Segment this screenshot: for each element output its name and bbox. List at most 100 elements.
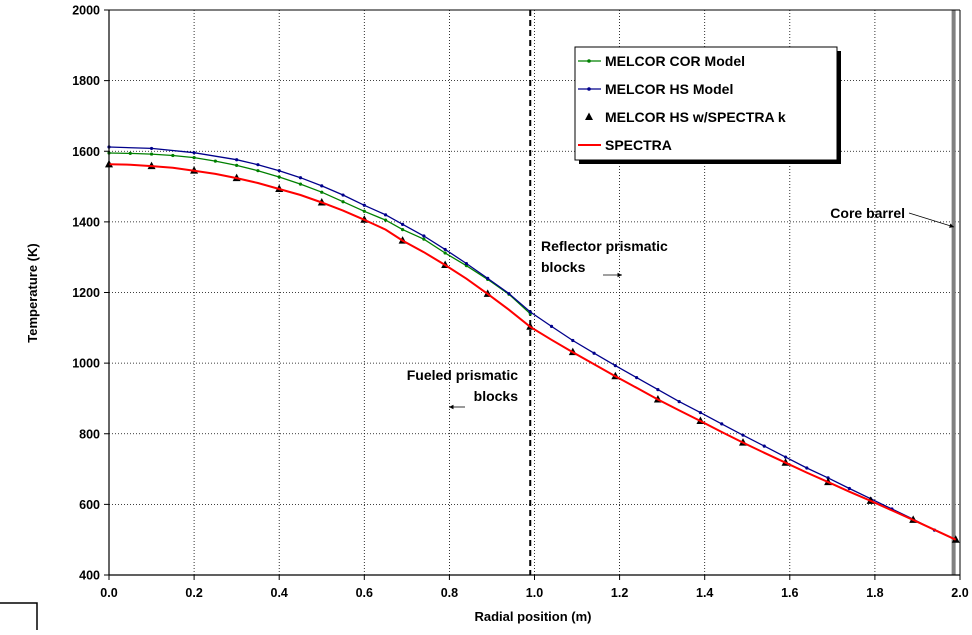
data-point (422, 237, 426, 241)
data-point (677, 400, 681, 404)
y-tick-label: 1400 (72, 215, 100, 229)
data-point (277, 169, 281, 173)
y-tick-label: 1800 (72, 74, 100, 88)
data-point (256, 163, 260, 167)
data-point (341, 200, 345, 204)
reflector-arrow (603, 272, 622, 278)
series-melcor-cor-model (107, 151, 532, 316)
series-layer (105, 145, 960, 543)
corner-bracket (0, 602, 38, 630)
data-point (443, 247, 447, 252)
data-point (464, 261, 469, 266)
data-point (847, 486, 851, 491)
x-tick-label: 0.2 (185, 586, 202, 600)
data-point (507, 291, 511, 296)
data-point (635, 376, 639, 380)
arrow-head (449, 404, 454, 410)
y-tick-label: 600 (79, 498, 100, 512)
grid (109, 10, 960, 575)
data-point (149, 146, 154, 151)
arrow-head (617, 272, 622, 278)
data-point (805, 466, 809, 470)
data-point (383, 218, 388, 222)
legend: MELCOR COR Model MELCOR HS Model MELCOR HS… (574, 46, 841, 164)
data-point (235, 163, 239, 167)
data-point (486, 276, 490, 280)
series-line (108, 146, 956, 541)
data-point (383, 213, 388, 217)
data-point (400, 222, 405, 226)
data-point (128, 151, 132, 155)
x-tick-label: 1.8 (866, 586, 883, 600)
data-point (277, 175, 281, 179)
data-point (298, 176, 303, 180)
y-tick-label: 1000 (72, 357, 100, 371)
x-tick-label: 0.6 (356, 586, 373, 600)
data-point (235, 158, 239, 162)
tick-labels: 400 600 800 1000 1200 1400 1600 1800 2000 0.0 0.2 0… (72, 4, 969, 601)
legend-label: MELCOR HS Model (605, 81, 733, 97)
data-point (422, 234, 426, 238)
y-tick-label: 2000 (72, 4, 100, 18)
x-tick-label: 2.0 (951, 586, 968, 600)
annotation-text: Core barrel (830, 205, 905, 221)
data-point (213, 159, 217, 163)
x-tick-label: 1.4 (696, 586, 713, 600)
reference-lines (529, 10, 956, 575)
data-point (528, 310, 532, 314)
data-point (571, 338, 575, 343)
y-tick-label: 1200 (72, 286, 100, 300)
data-point (149, 152, 154, 156)
x-axis-title: Radial position (m) (475, 609, 592, 624)
legend-item: MELCOR HS w/SPECTRA k (585, 109, 786, 125)
arrow-head (949, 223, 954, 228)
data-point (762, 444, 766, 448)
legend-symbol (585, 112, 593, 120)
data-point (341, 193, 345, 197)
data-point (320, 190, 324, 194)
x-tick-label: 1.2 (611, 586, 628, 600)
x-tick-label: 0.4 (271, 586, 288, 600)
data-point (192, 151, 196, 155)
y-tick-label: 400 (79, 569, 100, 583)
data-point (320, 184, 324, 188)
legend-label: MELCOR COR Model (605, 53, 745, 69)
core-barrel-arrow (908, 212, 955, 228)
x-tick-label: 0.8 (441, 586, 458, 600)
series-line (108, 152, 531, 315)
x-tick-label: 0.0 (100, 586, 117, 600)
legend-label: SPECTRA (605, 137, 672, 153)
data-point (298, 182, 303, 186)
data-point (400, 228, 405, 232)
annotation-fueled: Fueled prismatic blocks (407, 367, 519, 410)
arrow-shaft (908, 212, 955, 228)
x-tick-label: 1.0 (526, 586, 543, 600)
annotation-text: Reflector prismatic (541, 238, 668, 254)
x-tick-label: 1.6 (781, 586, 798, 600)
legend-item: MELCOR COR Model (578, 53, 745, 69)
y-tick-label: 800 (79, 427, 100, 441)
data-point (171, 153, 175, 158)
data-point (592, 351, 596, 355)
series-line (108, 163, 957, 541)
fueled-arrow (449, 404, 465, 410)
annotation-text: blocks (474, 388, 519, 404)
data-point (613, 363, 617, 368)
legend-dot (587, 87, 591, 91)
data-point (256, 169, 260, 173)
legend-label: MELCOR HS w/SPECTRA k (605, 109, 786, 125)
data-point (783, 455, 788, 459)
data-point (362, 203, 366, 207)
annotation-text: blocks (541, 259, 586, 275)
annotation-text: Fueled prismatic (407, 367, 518, 383)
data-point (362, 209, 366, 213)
annotation-core-barrel: Core barrel (830, 205, 955, 228)
data-point (698, 410, 703, 415)
y-tick-label: 1600 (72, 145, 100, 159)
data-point (192, 156, 196, 160)
data-point (656, 388, 660, 392)
series-spectra (108, 163, 957, 541)
legend-item: SPECTRA (578, 137, 672, 153)
